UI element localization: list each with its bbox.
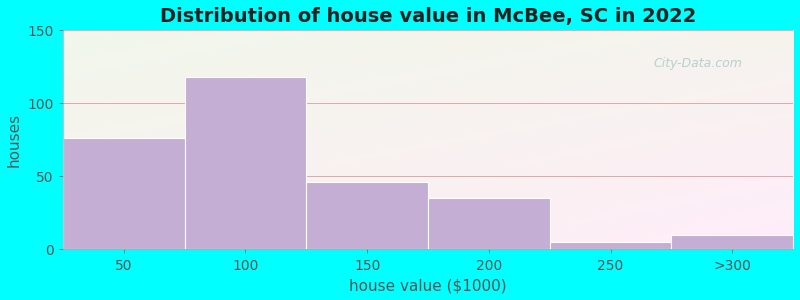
Bar bbox=[550, 242, 671, 250]
Title: Distribution of house value in McBee, SC in 2022: Distribution of house value in McBee, SC… bbox=[160, 7, 696, 26]
Bar bbox=[185, 77, 306, 250]
Text: City-Data.com: City-Data.com bbox=[654, 57, 742, 70]
Bar bbox=[63, 138, 185, 250]
Bar bbox=[428, 198, 550, 250]
Bar bbox=[671, 235, 793, 250]
Bar bbox=[306, 182, 428, 250]
Y-axis label: houses: houses bbox=[7, 113, 22, 167]
X-axis label: house value ($1000): house value ($1000) bbox=[349, 278, 506, 293]
